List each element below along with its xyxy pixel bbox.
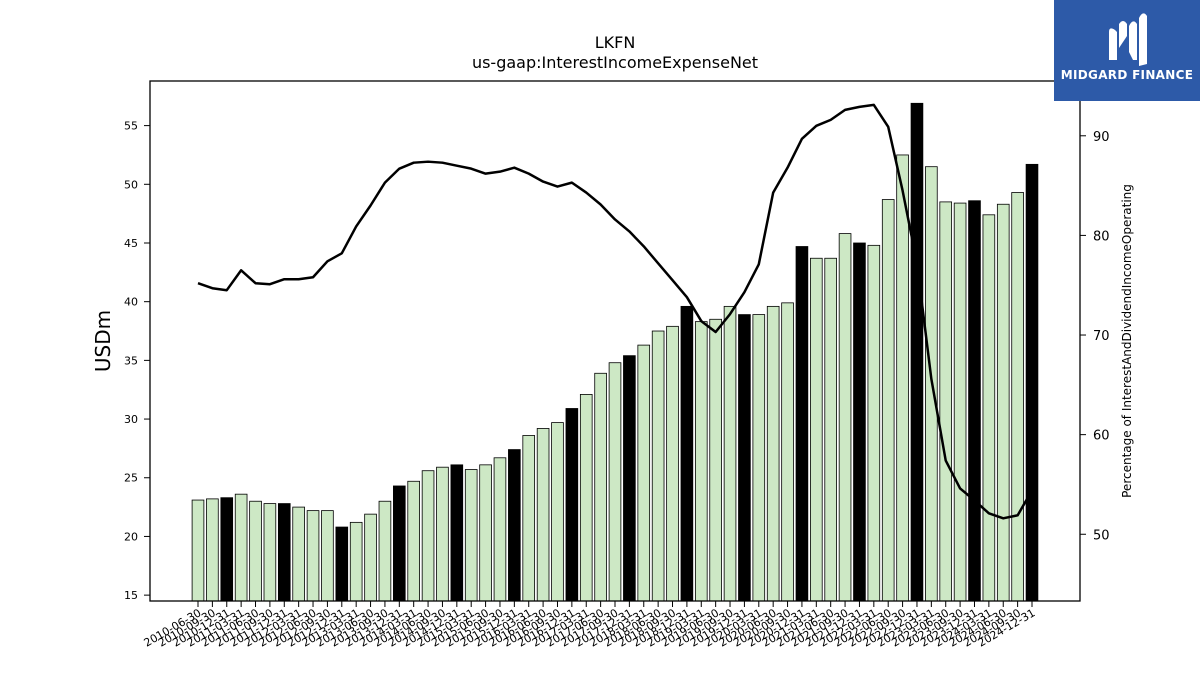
bar-2011-12-31: [277, 503, 291, 602]
bar-2012-03-31: [292, 506, 305, 602]
bar-2011-09-30: [263, 503, 277, 602]
line-path: [197, 103, 1034, 520]
bar-2014-03-31: [407, 480, 420, 602]
bar-2012-06-30: [306, 510, 320, 602]
y-tick-label: 50: [124, 178, 138, 191]
bar-2022-03-31: [867, 244, 881, 602]
bar-2019-09-30: [723, 305, 737, 602]
bar-2024-06-30: [996, 203, 1010, 602]
bar-2021-12-31: [853, 242, 866, 602]
x-axis: 2010-06-302010-09-302010-12-312011-03-31…: [142, 601, 1038, 650]
y-tick-label: 20: [124, 530, 138, 543]
bar-2017-09-30: [608, 362, 622, 602]
bar-2020-09-30: [781, 302, 794, 602]
bar-2022-06-30: [881, 199, 895, 602]
bar-2016-03-31: [522, 435, 536, 602]
bar-2022-12-31: [910, 102, 924, 602]
y2-tick-label: 90: [1093, 130, 1110, 145]
bar-2020-06-30: [766, 305, 780, 602]
bar-2015-06-30: [479, 464, 492, 602]
y-tick-label: 15: [124, 589, 138, 602]
bar-2010-06-30: [191, 499, 205, 602]
y-tick-label: 35: [124, 354, 138, 367]
bar-2016-09-30: [551, 422, 564, 602]
bar-2024-09-30: [1011, 192, 1024, 602]
bar-2013-06-30: [364, 513, 377, 602]
chart-title: LKFN: [595, 33, 636, 52]
bar-2019-03-31: [694, 321, 708, 602]
y2-tick-label: 50: [1093, 528, 1110, 543]
y2-tick-label: 60: [1093, 429, 1110, 444]
bar-2024-12-31: [1025, 163, 1039, 602]
bar-2019-12-31: [738, 314, 751, 602]
bar-2015-03-31: [464, 469, 478, 602]
right-axis: 50 60 70 80 90: [1080, 130, 1110, 543]
line-series: [197, 103, 1034, 520]
bar-2014-12-31: [450, 464, 464, 602]
bar-2016-12-31: [565, 408, 579, 602]
bar-2014-09-30: [436, 466, 449, 602]
bar-2018-12-31: [680, 305, 694, 602]
bar-2011-03-31: [234, 493, 248, 602]
bar-2018-03-31: [637, 344, 651, 602]
y-tick-label: 30: [124, 413, 138, 426]
y2-tick-label: 70: [1093, 329, 1110, 344]
bar-2020-12-31: [795, 246, 809, 602]
y-tick-label: 40: [124, 296, 138, 309]
bar-2015-09-30: [493, 457, 507, 602]
y-tick-label: 45: [124, 237, 138, 250]
bar-2013-09-30: [378, 500, 392, 602]
y2-axis-label: Percentage of InterestAndDividendIncomeO…: [1120, 184, 1134, 498]
chart-subtitle: us-gaap:InterestIncomeExpenseNet: [472, 53, 758, 72]
y-tick-label: 25: [124, 472, 138, 485]
bar-2010-12-31: [220, 497, 234, 602]
y-axis-label: USDm: [91, 310, 115, 372]
bar-2013-12-31: [393, 485, 406, 602]
bar-2016-06-30: [536, 428, 550, 602]
bar-2021-09-30: [838, 233, 852, 602]
bar-2021-03-31: [810, 257, 823, 602]
bar-2024-03-31: [982, 214, 996, 602]
bar-2022-09-30: [896, 154, 909, 602]
bar-series: [191, 102, 1039, 602]
bar-2023-09-30: [953, 202, 967, 602]
left-axis: 15 20 25 30 35 40 45 50 55: [124, 120, 150, 602]
bar-2015-12-31: [508, 449, 521, 602]
bar-2020-03-31: [752, 314, 766, 602]
logo-text: MIDGARD FINANCE: [1060, 68, 1194, 82]
bar-2023-06-30: [939, 201, 953, 602]
bar-2014-06-30: [421, 470, 435, 602]
bar-2017-06-30: [594, 372, 607, 602]
bar-2017-12-31: [623, 355, 636, 602]
logo-mark-icon: [1109, 13, 1147, 66]
bar-2017-03-31: [579, 394, 593, 602]
bar-2012-09-30: [321, 510, 334, 602]
bar-2019-06-30: [709, 318, 722, 602]
y2-tick-label: 80: [1093, 229, 1110, 244]
y-tick-label: 55: [124, 120, 138, 133]
bar-2012-12-31: [335, 526, 349, 602]
bar-2010-09-30: [206, 498, 219, 602]
bar-2018-06-30: [651, 330, 665, 602]
bar-2018-09-30: [666, 325, 679, 602]
brand-logo: MIDGARD FINANCE: [1054, 0, 1200, 101]
bar-2023-12-31: [968, 200, 981, 602]
bar-2011-06-30: [249, 500, 262, 602]
bar-2013-03-31: [349, 521, 363, 602]
bar-2021-06-30: [824, 257, 837, 602]
